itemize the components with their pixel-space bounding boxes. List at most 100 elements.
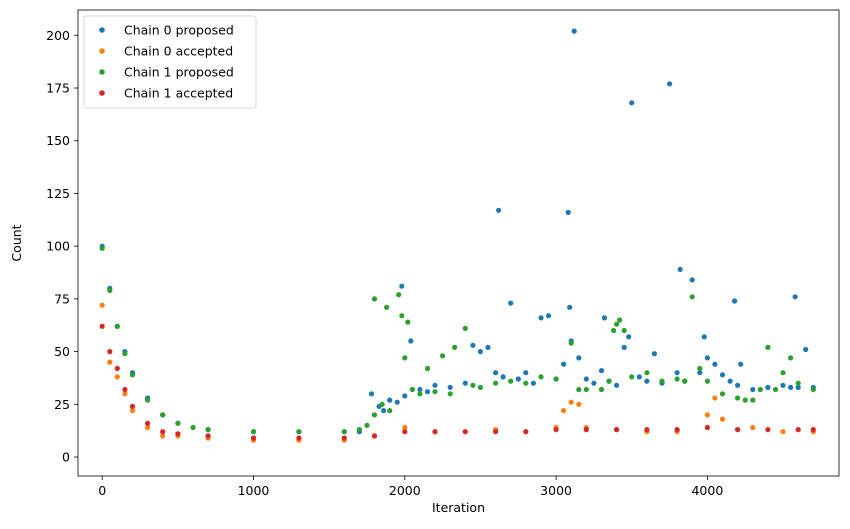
data-point [561, 408, 567, 414]
data-point [568, 340, 574, 346]
legend-label: Chain 1 accepted [124, 86, 233, 101]
data-point [508, 378, 514, 384]
data-point [538, 315, 544, 321]
legend-item: Chain 1 proposed [99, 65, 234, 80]
data-point [583, 376, 589, 382]
data-point [462, 429, 468, 435]
data-point [697, 365, 703, 372]
legend: Chain 0 proposed Chain 0 accepted Chain 1 … [83, 15, 257, 109]
data-point [545, 313, 552, 319]
data-point [614, 321, 620, 327]
data-point [296, 429, 302, 435]
data-point [440, 353, 446, 359]
data-point [356, 427, 362, 433]
data-point [384, 304, 390, 310]
data-point [738, 361, 744, 367]
data-point [644, 427, 650, 433]
data-point [190, 424, 196, 431]
data-point [701, 334, 707, 340]
legend-marker [99, 48, 105, 54]
data-point [381, 408, 387, 414]
legend-marker [99, 27, 105, 33]
data-point [704, 378, 711, 384]
data-point [576, 401, 582, 407]
data-point [432, 382, 438, 388]
data-point [122, 391, 128, 397]
legend-item: Chain 0 accepted [99, 44, 233, 59]
data-point [399, 313, 405, 319]
data-point [462, 325, 468, 331]
data-point [99, 302, 105, 308]
data-point [667, 81, 673, 87]
data-point [129, 408, 136, 414]
y-tick-label: 25 [54, 397, 70, 412]
data-point [644, 370, 650, 376]
y-tick-label: 0 [62, 450, 70, 465]
data-point [99, 245, 105, 251]
data-point [432, 389, 438, 395]
data-point [689, 294, 695, 300]
data-point [651, 351, 658, 357]
data-point [617, 317, 623, 323]
data-point [780, 429, 786, 435]
data-point [394, 399, 400, 405]
data-point [160, 412, 166, 418]
data-point [447, 391, 453, 397]
data-point [160, 429, 166, 435]
data-point [765, 384, 771, 390]
data-point [341, 435, 347, 441]
legend-item: Chain 0 proposed [99, 23, 234, 38]
data-point [567, 304, 573, 310]
data-point [368, 391, 375, 397]
data-point [387, 408, 393, 414]
data-point [689, 277, 695, 283]
data-point [396, 292, 402, 298]
data-point [402, 424, 408, 431]
data-point [606, 378, 612, 384]
data-point [719, 372, 726, 378]
data-point [107, 349, 113, 355]
data-point [371, 296, 378, 302]
series-chain-0-accepted [99, 302, 816, 443]
data-point [674, 376, 680, 382]
data-point [205, 427, 211, 433]
data-point [250, 429, 257, 435]
y-axis-label: Count [9, 224, 24, 261]
data-point [677, 266, 683, 272]
data-point [409, 386, 415, 393]
data-point [485, 344, 491, 350]
data-point [341, 429, 347, 435]
data-point [523, 429, 529, 435]
data-point [629, 374, 635, 380]
data-point [601, 315, 608, 321]
data-point [175, 420, 181, 426]
data-point [568, 399, 574, 405]
x-axis-label: Iteration [432, 500, 485, 515]
data-point [424, 365, 431, 372]
data-point [712, 361, 718, 367]
data-point [735, 382, 741, 388]
data-point [553, 427, 559, 433]
data-point [107, 359, 113, 365]
data-point [719, 416, 726, 422]
data-point [810, 427, 816, 433]
data-point [477, 349, 483, 355]
data-point [583, 386, 589, 393]
data-point [591, 380, 597, 386]
data-point [129, 372, 136, 378]
data-point [735, 427, 741, 433]
data-point [114, 374, 120, 380]
data-point [704, 355, 711, 361]
data-point [719, 391, 726, 397]
data-point [757, 386, 763, 393]
points-layer [99, 28, 816, 443]
data-point [659, 378, 665, 384]
data-point [788, 384, 794, 390]
data-point [732, 298, 738, 304]
data-point [107, 287, 113, 293]
data-point [629, 100, 635, 106]
data-point [515, 376, 521, 382]
series-chain-1-proposed [99, 245, 816, 435]
data-point [470, 382, 476, 388]
